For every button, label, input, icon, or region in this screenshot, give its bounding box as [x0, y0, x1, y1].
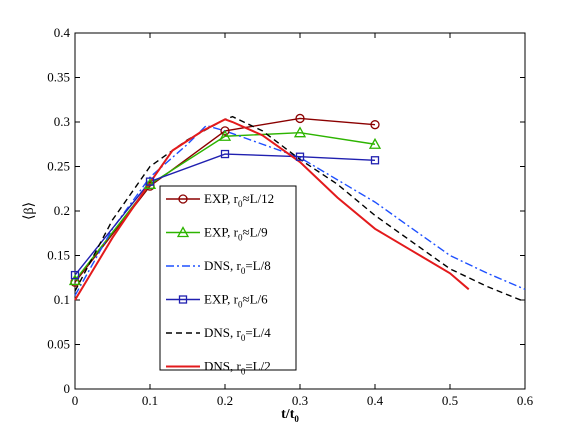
legend-entry: EXP, r0≈L/9 [166, 225, 268, 243]
legend-label: EXP, r0≈L/9 [204, 225, 268, 243]
legend-entry: DNS, r0=L/4 [166, 325, 271, 343]
y-tick-labels: 0 0.05 0.1 0.15 0.2 0.25 0.3 0.35 0.4 [47, 25, 70, 396]
legend-label: DNS, r0=L/2 [204, 359, 271, 377]
legend-entry: EXP, r0≈L/12 [166, 191, 274, 209]
data-point-0 [370, 120, 380, 130]
legend-entry: EXP, r0≈L/6 [166, 292, 268, 310]
series-line-4 [74, 115, 526, 303]
data-point-3 [295, 152, 305, 161]
x-tick-label: 0.2 [217, 393, 233, 408]
y-tick-label: 0.1 [54, 292, 70, 307]
x-axis-label: t/t0 [281, 407, 299, 424]
data-point-0 [220, 126, 230, 136]
legend-box [159, 185, 297, 371]
y-tick-label: 0.05 [47, 337, 70, 352]
y-tick-label: 0 [64, 381, 71, 396]
legend-label: DNS, r0=L/8 [204, 258, 271, 276]
data-point-1 [368, 137, 382, 149]
data-point-0 [295, 113, 305, 124]
y-tick-label: 0.15 [47, 248, 70, 263]
x-tick-label: 0.1 [142, 393, 158, 408]
series-line-5 [74, 118, 470, 301]
y-tick-label: 0.3 [54, 114, 70, 129]
data-point-3 [70, 270, 80, 280]
legend-label: EXP, r0≈L/6 [204, 292, 268, 310]
y-axis-label: ⟨β⟩ [22, 202, 37, 220]
x-tick-labels: 0 0.1 0.2 0.3 0.4 0.5 0.6 [72, 393, 534, 408]
axis-ticks [74, 32, 526, 390]
x-axis-label-main: t/t [281, 407, 295, 422]
data-point-1 [293, 126, 307, 138]
series-markers [68, 113, 382, 287]
legend-marker [178, 194, 188, 204]
x-tick-label: 0.3 [292, 393, 308, 408]
data-point-3 [370, 156, 380, 165]
data-point-1 [143, 177, 157, 189]
data-point-1 [218, 129, 232, 141]
legend: EXP, r0≈L/12 EXP, r0≈L/9 DNS, r0=L/8 EXP, r… [159, 185, 297, 377]
data-point-3 [220, 149, 230, 159]
legend-marker [178, 295, 188, 304]
x-tick-label: 0.5 [442, 393, 458, 408]
x-tick-label: 0.6 [517, 393, 534, 408]
x-tick-label: 0.4 [367, 393, 384, 408]
series-line-3 [74, 153, 376, 276]
data-point-1 [68, 274, 82, 286]
series-line-2 [74, 124, 526, 296]
series-line-1 [74, 131, 376, 281]
legend-entry: DNS, r0=L/8 [166, 258, 271, 276]
legend-entries: EXP, r0≈L/12 EXP, r0≈L/9 DNS, r0=L/8 EXP, r… [166, 191, 274, 377]
x-tick-label: 0 [72, 393, 79, 408]
legend-label: DNS, r0=L/4 [204, 325, 271, 343]
plot-area [74, 32, 526, 390]
legend-label: EXP, r0≈L/12 [204, 191, 274, 209]
data-point-3 [145, 177, 155, 186]
y-tick-label: 0.2 [54, 203, 70, 218]
legend-marker [176, 226, 190, 238]
y-tick-label: 0.4 [54, 25, 71, 40]
legend-entry: DNS, r0=L/2 [166, 359, 271, 377]
x-axis-label-sub: 0 [294, 414, 299, 424]
y-tick-label: 0.25 [47, 159, 70, 174]
y-tick-label: 0.35 [47, 70, 70, 85]
